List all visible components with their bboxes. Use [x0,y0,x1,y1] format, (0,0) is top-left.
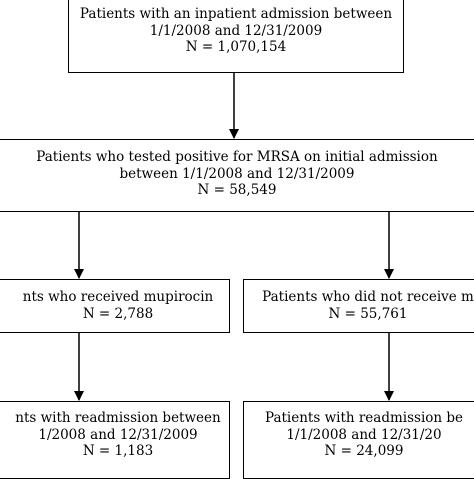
box-inpatient-admissions: Patients with an inpatient admission bet… [68,0,404,73]
box-readmission-no-mupirocin: Patients with readmission be 1/1/2008 an… [243,401,474,479]
box-received-mupirocin: nts who received mupirocin N = 2,788 [0,279,230,333]
box-line: 1/2008 and 12/31/2009 [38,426,198,443]
box-line: Patients who did not receive m [262,289,474,305]
box-line: N = 1,070,154 [185,39,287,55]
box-readmission-mupirocin: nts with readmission between 1/2008 and … [0,401,230,479]
box-line: N = 58,549 [197,182,277,198]
box-line: Patients with readmission be [264,410,464,426]
box-line: N = 24,099 [324,443,404,459]
box-line: between 1/1/2008 and 12/31/2009 [119,165,355,182]
box-line: 1/1/2008 and 12/31/20 [286,426,442,443]
box-no-mupirocin: Patients who did not receive m N = 55,76… [243,279,474,333]
box-mrsa-positive: Patients who tested positive for MRSA on… [0,139,474,212]
box-line: N = 1,183 [82,443,154,459]
box-line: N = 55,761 [328,305,408,322]
box-line: Patients who tested positive for MRSA on… [36,149,438,165]
box-line: 1/1/2008 and 12/31/2009 [149,22,323,39]
box-line: N = 2,788 [82,305,154,322]
box-line: Patients with an inpatient admission bet… [79,6,393,22]
box-line: nts who received mupirocin [22,289,214,305]
box-line: nts with readmission between [15,410,221,426]
